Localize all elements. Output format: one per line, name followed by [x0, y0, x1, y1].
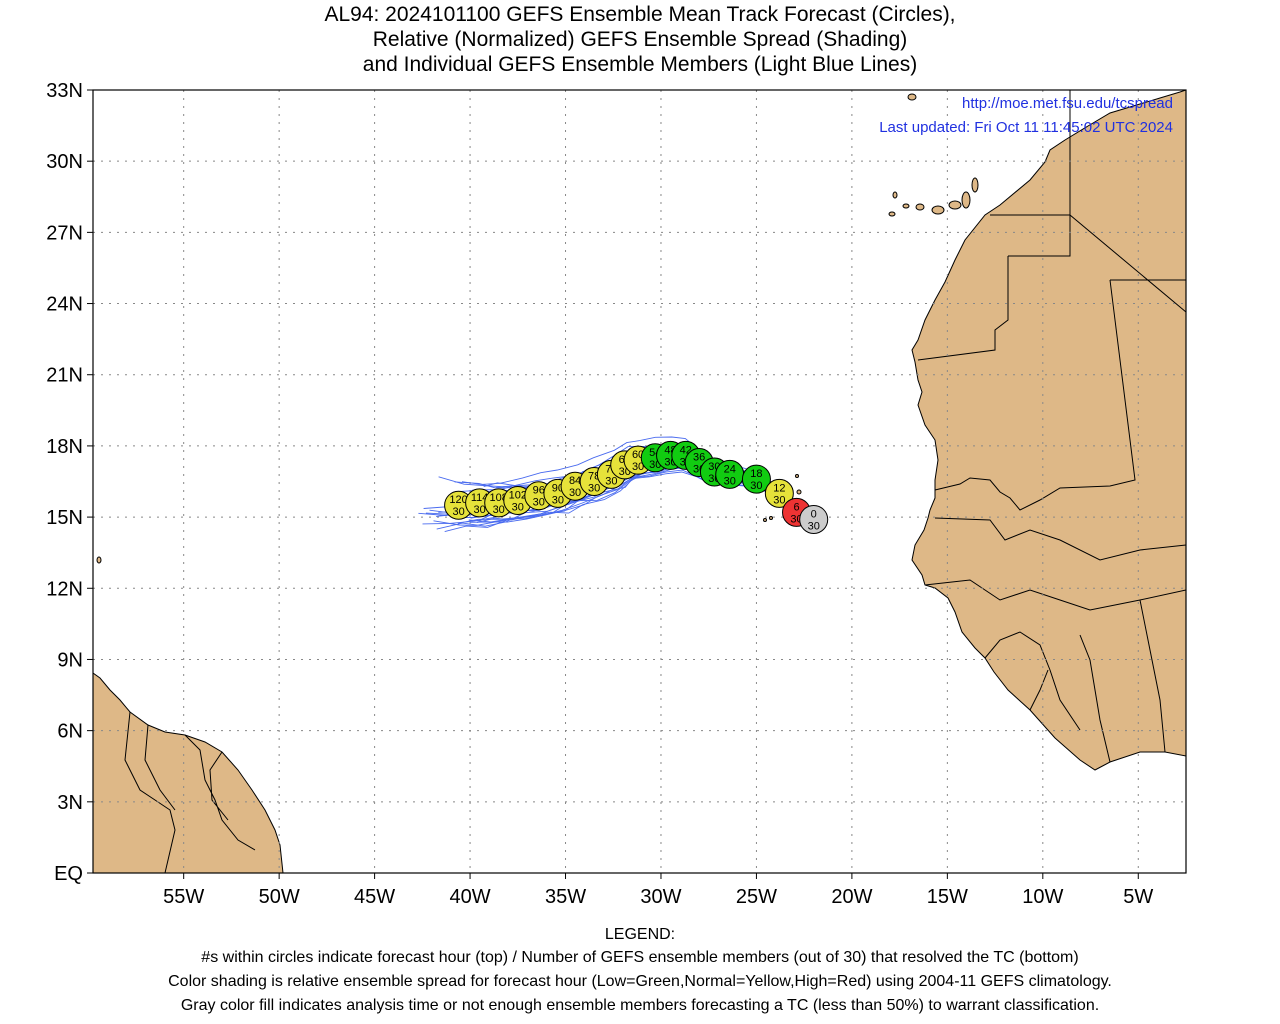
- track-hour-label: 18: [750, 468, 762, 480]
- lon-label: 5W: [1123, 886, 1153, 908]
- lat-label: 27N: [46, 222, 83, 244]
- track-members-label: 30: [750, 480, 762, 492]
- track-circle: [764, 478, 794, 508]
- lon-label: 20W: [831, 886, 872, 908]
- track-hour-label: 84: [569, 475, 581, 487]
- lon-label: 30W: [640, 886, 681, 908]
- lon-label: 40W: [449, 886, 490, 908]
- canary-islands: [888, 93, 979, 217]
- lon-label: 25W: [736, 886, 777, 908]
- lon-label: 10W: [1022, 886, 1063, 908]
- track-members-label: 30: [808, 520, 820, 532]
- track-members-label: 30: [724, 475, 736, 487]
- track-members-label: 30: [632, 461, 644, 473]
- lat-label: 12N: [46, 578, 83, 600]
- track-circle: [741, 464, 771, 494]
- track-members-label: 30: [512, 501, 524, 513]
- lat-label: 24N: [46, 294, 83, 316]
- caribbean-island: [96, 556, 102, 564]
- lat-label: 18N: [46, 436, 83, 458]
- lon-label: 15W: [927, 886, 968, 908]
- track-hour-label: 120: [449, 494, 467, 506]
- track-hour-label: 114: [471, 492, 489, 504]
- forecast-map: 1203011430108301023096309030843078307230…: [46, 80, 1187, 908]
- lat-label: 6N: [57, 721, 83, 743]
- legend-line-1: #s within circles indicate forecast hour…: [201, 949, 1079, 966]
- track-members-label: 30: [773, 494, 785, 506]
- africa-borders: [917, 90, 1186, 763]
- legend-line-2: Color shading is relative ensemble sprea…: [168, 973, 1112, 990]
- title-line-3: and Individual GEFS Ensemble Members (Li…: [362, 53, 918, 76]
- legend-heading: LEGEND:: [604, 926, 676, 943]
- track-hour-label: 0: [811, 508, 817, 520]
- track-circle: [799, 504, 829, 534]
- track-hour-label: 24: [724, 463, 736, 475]
- track-hour-label: 6: [793, 501, 799, 513]
- lon-label: 55W: [163, 886, 204, 908]
- title-line-1: AL94: 2024101100 GEFS Ensemble Mean Trac…: [324, 3, 956, 26]
- lat-label: 9N: [57, 649, 83, 671]
- track-hour-label: 96: [533, 485, 545, 497]
- lon-label: 50W: [259, 886, 300, 908]
- track-members-label: 30: [533, 497, 545, 509]
- title-line-2: Relative (Normalized) GEFS Ensemble Spre…: [372, 28, 908, 51]
- track-members-label: 30: [605, 475, 617, 487]
- axis-labels: 33N 30N 27N 24N 21N 18N 15N 12N 9N 6N 3N EQ 55W 50W 45…: [46, 80, 1153, 908]
- track-hour-label: 12: [773, 482, 785, 494]
- mean-track: 1203011430108301023096309030843078307230…: [444, 440, 829, 534]
- track-members-label: 30: [588, 483, 600, 495]
- lat-label: 33N: [46, 80, 83, 102]
- track-hour-label: 108: [490, 492, 508, 504]
- track-hour-label: 102: [509, 489, 527, 501]
- track-hour-label: 36: [693, 452, 705, 464]
- lat-label: 3N: [57, 792, 83, 814]
- plot-border: [92, 89, 1187, 874]
- credit-url[interactable]: http://moe.met.fsu.edu/tcspread: [962, 95, 1173, 112]
- africa-landmass: [911, 90, 1186, 771]
- track-members-label: 30: [552, 494, 564, 506]
- lat-label: 15N: [46, 507, 83, 529]
- lat-label: EQ: [54, 863, 83, 885]
- track-members-label: 30: [493, 504, 505, 516]
- track-members-label: 30: [569, 487, 581, 499]
- lat-label: 21N: [46, 365, 83, 387]
- track-members-label: 30: [473, 504, 485, 516]
- track-point: 030: [799, 504, 829, 534]
- legend-line-3: Gray color fill indicates analysis time …: [180, 997, 1100, 1014]
- south-america-landmass: [93, 672, 284, 873]
- lat-label: 30N: [46, 151, 83, 173]
- lon-label: 35W: [545, 886, 586, 908]
- lon-label: 45W: [354, 886, 395, 908]
- south-america-borders: [124, 711, 256, 873]
- track-members-label: 30: [452, 506, 464, 518]
- last-updated: Last updated: Fri Oct 11 11:45:02 UTC 20…: [879, 119, 1173, 136]
